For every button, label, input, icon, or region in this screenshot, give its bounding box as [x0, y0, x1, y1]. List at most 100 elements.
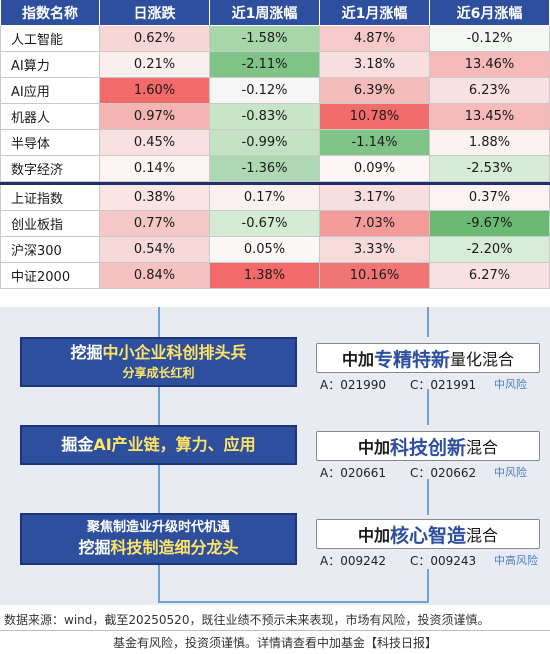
table-row: 人工智能 0.62% -1.58% 4.87% -0.12% [0, 26, 550, 52]
daily-change-cell: 0.21% [100, 52, 210, 78]
fund-card-2: 中加 科技创新 混合 A：020661 C：020662 中风险 [316, 431, 540, 483]
month-change-cell: 6.39% [320, 78, 430, 104]
theme-2-title: 掘金AI产业链，算力、应用 [61, 434, 255, 456]
fund-card-1: 中加 专精特新 量化混合 A：021990 C：021991 中风险 [316, 343, 540, 395]
month-change-cell: 10.78% [320, 104, 430, 130]
table-group-sector: 人工智能 0.62% -1.58% 4.87% -0.12% AI算力 0.21% -2.11… [0, 26, 550, 182]
week-change-cell: -0.12% [210, 78, 320, 104]
fund-1-name-prefix: 中加 [341, 350, 374, 369]
fund-3-name-suffix: 混合 [466, 526, 499, 545]
theme-3-title: 挖掘科技制造细分龙头 [78, 537, 238, 559]
table-row: 半导体 0.45% -0.99% -1.14% 1.88% [0, 130, 550, 156]
half-year-change-cell: 6.27% [430, 263, 550, 289]
half-year-change-cell: -2.20% [430, 237, 550, 263]
week-change-cell: -1.58% [210, 26, 320, 52]
fund-card-3: 中加 核心智造 混合 A：009242 C：009243 中高风险 [316, 519, 540, 571]
daily-change-cell: 0.45% [100, 130, 210, 156]
header-6m-change: 近6月涨幅 [430, 0, 550, 26]
connector-line [427, 479, 429, 515]
month-change-cell: 0.09% [320, 156, 430, 182]
theme-3-subtitle: 聚焦制造业升级时代机遇 [86, 520, 230, 535]
fund-1-codes: A：021990 C：021991 中风险 [316, 373, 540, 395]
half-year-change-cell: 13.46% [430, 52, 550, 78]
fund-1-name-highlight: 专精特新 [373, 348, 450, 371]
month-change-cell: -1.14% [320, 130, 430, 156]
connector-line [427, 307, 429, 337]
connector-line [427, 389, 429, 425]
theme-1-prefix: 挖掘 [70, 343, 103, 362]
table-header-row: 指数名称 日涨跌 近1周涨幅 近1月涨幅 近6月涨幅 [0, 0, 550, 26]
fund-2-a-code: A：020661 [320, 465, 387, 480]
fund-3-name-highlight: 核心智造 [389, 524, 466, 547]
week-change-cell: -0.83% [210, 104, 320, 130]
index-name-cell: 数字经济 [0, 156, 100, 182]
daily-change-cell: 0.14% [100, 156, 210, 182]
month-change-cell: 7.03% [320, 211, 430, 237]
theme-3-prefix: 挖掘 [78, 538, 111, 557]
daily-change-cell: 0.38% [100, 185, 210, 211]
theme-box-3: 聚焦制造业升级时代机遇 挖掘科技制造细分龙头 [20, 513, 297, 565]
half-year-change-cell: -9.67% [430, 211, 550, 237]
half-year-change-cell: 0.37% [430, 185, 550, 211]
index-name-cell: AI算力 [0, 52, 100, 78]
disclaimer-data-source: 数据来源：wind，截至20250520，既往业绩不预示未来表现，市场有风险，投… [4, 612, 490, 627]
fund-3-c-code: C：009243 [410, 553, 477, 568]
footer-divider [0, 630, 550, 631]
fund-3-a-code: A：009242 [320, 553, 387, 568]
daily-change-cell: 0.62% [100, 26, 210, 52]
index-performance-table: 指数名称 日涨跌 近1周涨幅 近1月涨幅 近6月涨幅 人工智能 0.62% -1.5… [0, 0, 550, 289]
fund-2-risk-level: 中风险 [494, 466, 527, 479]
table-group-divider [0, 182, 550, 185]
fund-3-name: 中加 核心智造 混合 [316, 519, 540, 549]
table-row: 创业板指 0.77% -0.67% 7.03% -9.67% [0, 211, 550, 237]
half-year-change-cell: -0.12% [430, 26, 550, 52]
theme-1-title: 挖掘中小企业科创排头兵 [70, 342, 246, 364]
week-change-cell: -0.99% [210, 130, 320, 156]
connector-line [427, 569, 429, 603]
connector-line [158, 465, 160, 515]
index-name-cell: 中证2000 [0, 263, 100, 289]
month-change-cell: 4.87% [320, 26, 430, 52]
table-row: 中证2000 0.84% 1.38% 10.16% 6.27% [0, 263, 550, 289]
daily-change-cell: 0.97% [100, 104, 210, 130]
table-row: 机器人 0.97% -0.83% 10.78% 13.45% [0, 104, 550, 130]
week-change-cell: -0.67% [210, 211, 320, 237]
month-change-cell: 3.17% [320, 185, 430, 211]
month-change-cell: 3.33% [320, 237, 430, 263]
connector-line [158, 601, 429, 603]
theme-box-2: 掘金AI产业链，算力、应用 [20, 425, 297, 465]
header-index-name: 指数名称 [0, 0, 100, 26]
index-name-cell: 机器人 [0, 104, 100, 130]
fund-2-name-prefix: 中加 [357, 438, 390, 457]
table-row: AI应用 1.60% -0.12% 6.39% 6.23% [0, 78, 550, 104]
connector-line [158, 371, 160, 425]
theme-1-highlight: 中小企业科创排头兵 [102, 343, 247, 362]
fund-2-name: 中加 科技创新 混合 [316, 431, 540, 461]
theme-3-highlight: 科技制造细分龙头 [110, 538, 239, 557]
daily-change-cell: 0.84% [100, 263, 210, 289]
header-1w-change: 近1周涨幅 [210, 0, 320, 26]
daily-change-cell: 0.54% [100, 237, 210, 263]
header-1m-change: 近1月涨幅 [320, 0, 430, 26]
theme-1-subtitle: 分享成长红利 [122, 366, 195, 380]
half-year-change-cell: -2.53% [430, 156, 550, 182]
index-name-cell: 半导体 [0, 130, 100, 156]
fund-1-name: 中加 专精特新 量化混合 [316, 343, 540, 373]
daily-change-cell: 1.60% [100, 78, 210, 104]
week-change-cell: -2.11% [210, 52, 320, 78]
index-name-cell: 上证指数 [0, 185, 100, 211]
table-group-broad: 上证指数 0.38% 0.17% 3.17% 0.37% 创业板指 0.77% -0.67% 7… [0, 185, 550, 289]
half-year-change-cell: 6.23% [430, 78, 550, 104]
fund-3-codes: A：009242 C：009243 中高风险 [316, 549, 540, 571]
fund-2-codes: A：020661 C：020662 中风险 [316, 461, 540, 483]
table-row: 沪深300 0.54% 0.05% 3.33% -2.20% [0, 237, 550, 263]
fund-1-name-suffix: 量化混合 [450, 350, 515, 369]
fund-2-c-code: C：020662 [410, 465, 477, 480]
index-name-cell: 创业板指 [0, 211, 100, 237]
fund-1-risk-level: 中风险 [494, 378, 527, 391]
half-year-change-cell: 13.45% [430, 104, 550, 130]
index-name-cell: 人工智能 [0, 26, 100, 52]
table-row: 上证指数 0.38% 0.17% 3.17% 0.37% [0, 185, 550, 211]
disclaimer-risk: 基金有风险，投资须谨慎。详情请查看中加基金【科技日报】 [112, 635, 437, 650]
half-year-change-cell: 1.88% [430, 130, 550, 156]
